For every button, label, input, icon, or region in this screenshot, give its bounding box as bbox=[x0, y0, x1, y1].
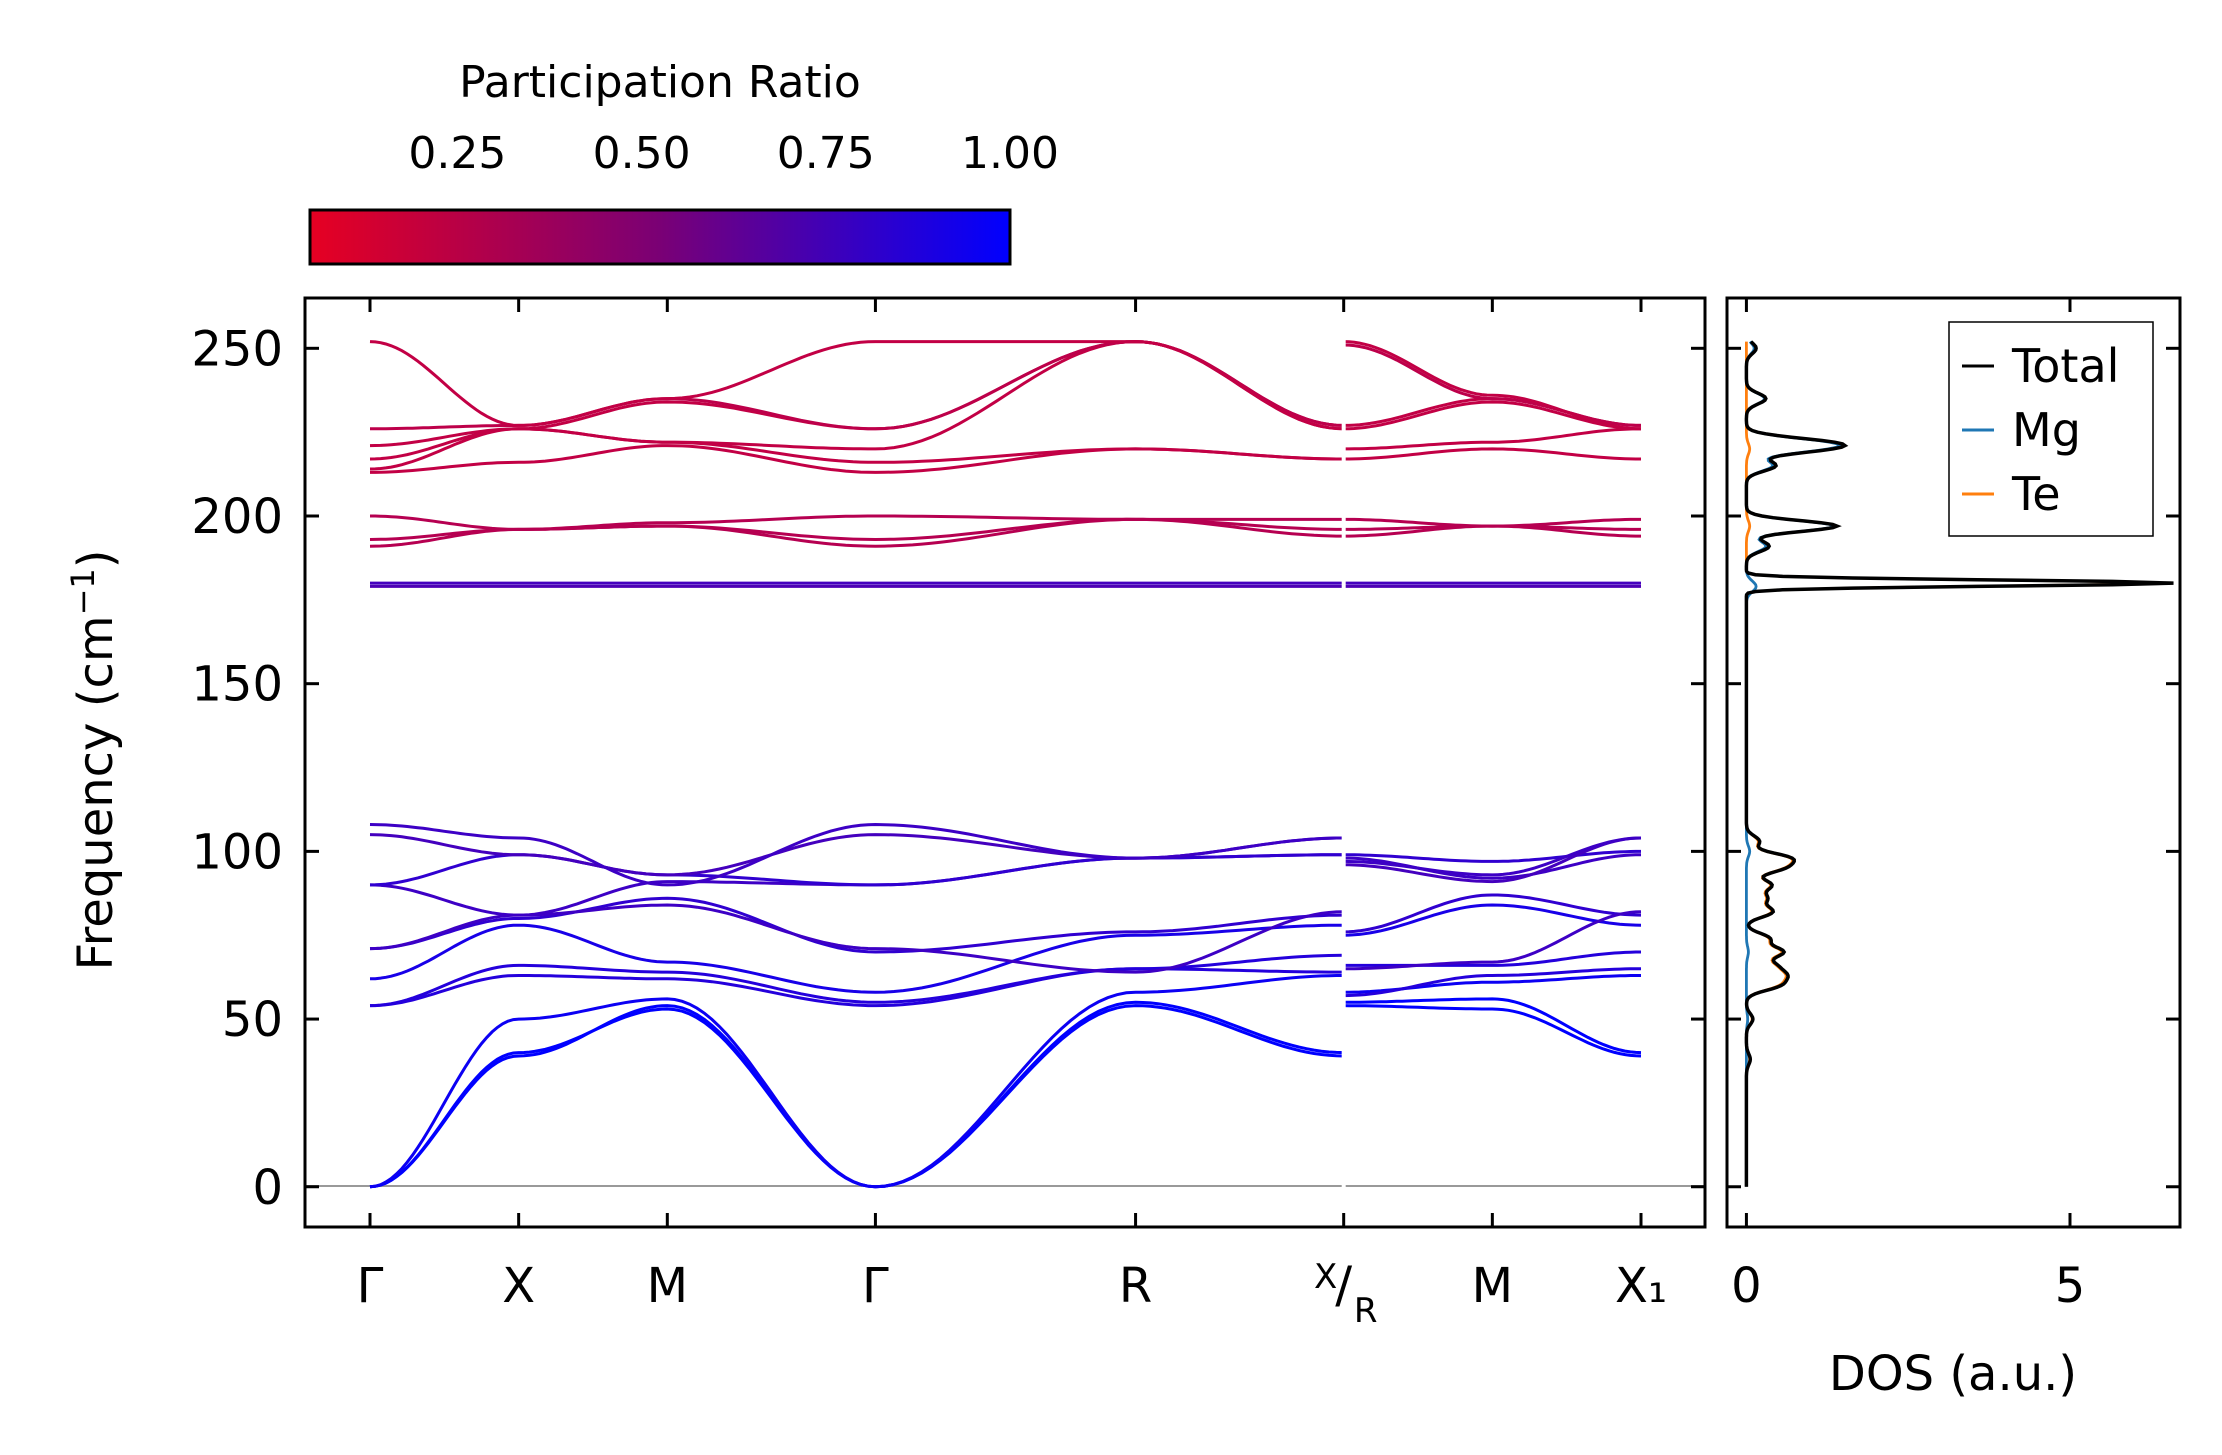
x-tick-label-break: X/R bbox=[1314, 1256, 1377, 1331]
y-axis-ticks: 0 50 100 150 200 250 bbox=[191, 321, 1705, 1216]
band-23-segment-2 bbox=[1343, 340, 1642, 431]
x-tick-label: Γ bbox=[357, 1258, 384, 1314]
colorbar-tick-label: 0.25 bbox=[408, 128, 506, 179]
band-11-segment-2 bbox=[1343, 836, 1642, 884]
y-tick-label: 200 bbox=[191, 489, 283, 545]
band-7-segment-2 bbox=[1343, 893, 1642, 934]
band-1-segment-1 bbox=[369, 1000, 1344, 1189]
band-18-segment-2 bbox=[1343, 447, 1641, 461]
band-5-segment-2 bbox=[1343, 950, 1641, 967]
x-tick-label: M bbox=[1472, 1258, 1513, 1314]
band-3-segment-2 bbox=[1343, 974, 1641, 994]
colorbar-tick-label: 1.00 bbox=[961, 128, 1059, 179]
x-axis-ticks: Γ X M Γ R X/R M X₁ bbox=[357, 298, 1667, 1331]
band-axes-frame bbox=[303, 296, 1707, 1229]
colorbar-tick-label: 0.75 bbox=[777, 128, 875, 179]
y-tick-label: 150 bbox=[191, 657, 283, 713]
path-break-gap bbox=[1341, 300, 1346, 1225]
y-tick-label: 0 bbox=[252, 1160, 283, 1216]
band-10-segment-2 bbox=[1343, 849, 1641, 863]
legend-label-mg: Mg bbox=[2012, 403, 2081, 457]
band-12-segment-2 bbox=[1343, 836, 1642, 877]
band-2-segment-1 bbox=[369, 1004, 1344, 1189]
y-tick-label: 100 bbox=[191, 824, 283, 880]
band-15-segment-1 bbox=[369, 517, 1344, 548]
band-22-segment-1 bbox=[370, 340, 1344, 431]
y-axis-title: Frequency (cm−1) bbox=[64, 549, 124, 970]
dos-curve-total bbox=[1744, 340, 2174, 1187]
band-7-segment-1 bbox=[369, 896, 1344, 954]
band-4-segment-1 bbox=[370, 967, 1344, 1008]
y-tick-label: 250 bbox=[191, 321, 283, 377]
band-3-segment-1 bbox=[369, 974, 1344, 1189]
band-8-segment-1 bbox=[369, 903, 1344, 974]
band-10-segment-1 bbox=[369, 853, 1344, 887]
band-6-segment-1 bbox=[369, 923, 1344, 994]
colorbar-tick-label: 0.50 bbox=[593, 128, 691, 179]
band-5-segment-1 bbox=[369, 953, 1344, 1008]
band-9-segment-2 bbox=[1343, 853, 1642, 880]
dos-x-tick-label: 5 bbox=[2055, 1258, 2086, 1314]
band-23-segment-1 bbox=[369, 340, 1344, 431]
band-6-segment-2 bbox=[1343, 903, 1642, 937]
legend-label-te: Te bbox=[2011, 467, 2061, 521]
band-22-segment-2 bbox=[1343, 343, 1641, 427]
phonon-bands bbox=[369, 300, 1642, 1225]
x-tick-label-break-bottom: R bbox=[1354, 1291, 1378, 1331]
band-12-segment-1 bbox=[369, 822, 1344, 887]
dos-x-axis-title: DOS (a.u.) bbox=[1829, 1346, 2077, 1402]
band-20-segment-2 bbox=[1343, 400, 1642, 431]
colorbar: Participation Ratio 0.25 0.50 0.75 1.00 bbox=[308, 57, 1059, 266]
x-tick-label: R bbox=[1119, 1258, 1152, 1314]
colorbar-gradient bbox=[308, 208, 1012, 266]
dos-axes-frame bbox=[1725, 296, 2182, 1229]
colorbar-ticks: 0.25 0.50 0.75 1.00 bbox=[408, 128, 1059, 262]
band-1-segment-2 bbox=[1343, 1004, 1642, 1058]
band-2-segment-2 bbox=[1343, 997, 1642, 1055]
x-tick-label-break-top: X bbox=[1314, 1257, 1337, 1297]
band-17-segment-2 bbox=[1343, 517, 1641, 528]
x-tick-label: Γ bbox=[862, 1258, 889, 1314]
dos-curves bbox=[1744, 340, 2174, 1187]
band-8-segment-2 bbox=[1343, 910, 1642, 971]
band-4-segment-2 bbox=[1343, 967, 1641, 998]
x-tick-label-break-slash: / bbox=[1335, 1256, 1352, 1314]
legend: Total Mg Te bbox=[1948, 321, 2154, 537]
x-tick-label: M bbox=[647, 1258, 688, 1314]
colorbar-title: Participation Ratio bbox=[459, 57, 861, 108]
x-tick-label: X bbox=[502, 1258, 535, 1314]
band-19-segment-2 bbox=[1343, 427, 1641, 451]
x-tick-label: X₁ bbox=[1615, 1258, 1667, 1314]
dos-curve-mg bbox=[1745, 340, 1843, 1187]
y-tick-label: 50 bbox=[222, 992, 283, 1048]
band-17-segment-1 bbox=[370, 514, 1344, 531]
dos-x-tick-label: 0 bbox=[1731, 1258, 1762, 1314]
legend-label-total: Total bbox=[2011, 339, 2119, 393]
